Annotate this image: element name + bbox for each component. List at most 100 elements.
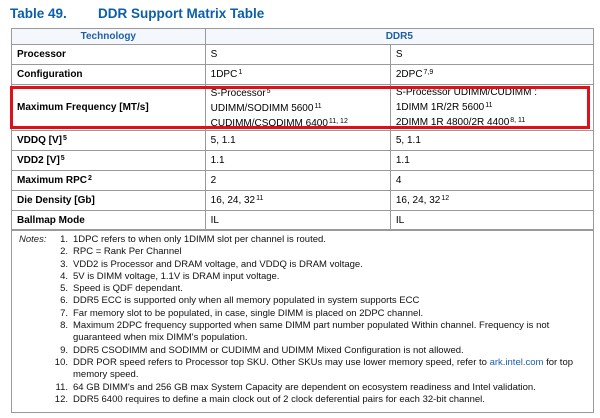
- note-text-body: 64 GB DIMM's and 256 GB max System Capac…: [73, 381, 536, 393]
- note-text-body: RPC = Rank Per Channel: [73, 246, 182, 258]
- notes-section: Notes: 1. 1DPC refers to when only 1DIMM …: [11, 229, 594, 413]
- cell-line: 2DPC7,9: [396, 69, 433, 80]
- cell-line: UDIMM/SODIMM 560011: [211, 100, 385, 115]
- note-text-body: Maximum 2DPC frequency supported when sa…: [73, 320, 550, 344]
- row-label-footnote: 5: [63, 135, 67, 142]
- note-number: 4.: [60, 270, 68, 282]
- cell-col2: 16, 24, 3212: [389, 190, 595, 211]
- note-item: 4. 5V is DIMM voltage, 1.1V is DRAM input…: [54, 271, 590, 283]
- row-label-text: Configuration: [17, 69, 83, 80]
- cell-col1: 1.1: [204, 150, 391, 171]
- note-text: 64 GB DIMM's and 256 GB max System Capac…: [73, 382, 590, 394]
- note-item: 2. RPC = Rank Per Channel: [54, 246, 590, 258]
- table-row: Ballmap Mode IL IL: [11, 210, 595, 231]
- note-text: Far memory slot to be populated, in case…: [73, 308, 590, 320]
- cell-line: IL: [211, 215, 219, 226]
- note-item: 8. Maximum 2DPC frequency supported when …: [54, 320, 590, 345]
- cell-line: 2: [211, 175, 217, 186]
- note-text: DDR5 6400 requires to define a main cloc…: [73, 394, 590, 406]
- cell-col2: IL: [389, 210, 595, 231]
- cell-line: 4: [396, 175, 402, 186]
- cell-line: 5, 1.1: [396, 135, 421, 146]
- cell-text: 1DPC: [210, 69, 238, 80]
- note-item: 7. Far memory slot to be populated, in ca…: [54, 308, 590, 320]
- cell-line: 1.1: [396, 155, 410, 166]
- note-text-after: for top memory speed.: [73, 356, 574, 381]
- notes-list: 1. 1DPC refers to when only 1DIMM slot pe…: [54, 234, 590, 406]
- cell-line: 1.1: [211, 155, 225, 166]
- note-text: 5V is DIMM voltage, 1.1V is DRAM input v…: [73, 271, 590, 283]
- row-label: Processor: [11, 44, 206, 65]
- note-item: 10. DDR POR speed refers to Processor top…: [54, 357, 590, 382]
- cell-col1: IL: [204, 210, 391, 231]
- cell-text: UDIMM/SODIMM 5600: [210, 103, 314, 114]
- cell-text: S-Processor UDIMM/CUDIMM :: [395, 87, 537, 98]
- cell-line: 16, 24, 3212: [396, 195, 449, 206]
- cell-col1: 5, 1.1: [204, 130, 391, 151]
- cell-col1: S: [204, 44, 391, 65]
- cell-footnote: 11: [314, 103, 322, 110]
- note-text-body: DDR5 6400 requires to define a main cloc…: [73, 393, 485, 405]
- table-caption: Table 49. DDR Support Matrix Table: [10, 6, 264, 21]
- row-label: VDDQ [V]5: [11, 130, 206, 151]
- note-text-body: 1DPC refers to when only 1DIMM slot per …: [73, 234, 326, 245]
- cell-col2: 5, 1.1: [389, 130, 595, 151]
- cell-text: 2DPC: [395, 69, 423, 80]
- note-text: Maximum 2DPC frequency supported when sa…: [73, 320, 590, 345]
- cell-line: CUDIMM/CSODIMM 640011, 12: [211, 115, 385, 130]
- row-label-text: Die Density [Gb]: [17, 195, 95, 206]
- cell-col1: 16, 24, 3211: [204, 190, 391, 211]
- cell-text: S: [210, 49, 218, 60]
- note-item: 11. 64 GB DIMM's and 256 GB max System Ca…: [54, 382, 590, 394]
- row-label: VDD2 [V]5: [11, 150, 206, 171]
- notes-title: Notes:: [19, 234, 47, 245]
- cell-text: 1.1: [395, 155, 410, 166]
- row-label-footnote: 5: [60, 155, 65, 162]
- cell-footnote: 7,9: [423, 69, 434, 76]
- cell-col2: S-Processor UDIMM/CUDIMM : 1DIMM 1R/2R 56…: [389, 84, 595, 131]
- note-item: 1. 1DPC refers to when only 1DIMM slot pe…: [54, 234, 590, 246]
- table-row: Die Density [Gb] 16, 24, 3211 16, 24, 3212: [11, 190, 595, 211]
- cell-text: IL: [395, 215, 405, 226]
- note-text: DDR5 CSODIMM and SODIMM or CUDIMM and UD…: [73, 345, 590, 357]
- table-number: Table 49.: [10, 6, 67, 21]
- cell-text: 5, 1.1: [395, 135, 421, 146]
- ark-intel-link[interactable]: ark.intel.com: [489, 356, 544, 368]
- cell-footnote: 5: [266, 88, 271, 95]
- note-number: 8.: [60, 320, 68, 332]
- row-label-text: Processor: [17, 49, 66, 60]
- note-item: 9. DDR5 CSODIMM and SODIMM or CUDIMM and …: [54, 345, 590, 357]
- cell-footnote: 1: [238, 69, 243, 76]
- header-technology: Technology: [11, 28, 206, 45]
- cell-text: 4: [395, 175, 402, 186]
- cell-line: S: [211, 49, 218, 60]
- cell-col1: 2: [204, 170, 391, 191]
- cell-line: 16, 24, 3211: [211, 195, 264, 206]
- cell-line: 1DPC1: [211, 69, 243, 80]
- note-number: 6.: [60, 295, 68, 307]
- cell-line: 5, 1.1: [211, 135, 236, 146]
- row-label: Die Density [Gb]: [11, 190, 206, 211]
- row-label-text: VDD2 [V]: [17, 155, 60, 166]
- note-number: 9.: [60, 344, 68, 356]
- note-item: 12. DDR5 6400 requires to define a main c…: [54, 394, 590, 406]
- row-label-text: Maximum Frequency [MT/s]: [17, 102, 149, 113]
- note-text-body: DDR5 ECC is supported only when all memo…: [73, 295, 420, 307]
- cell-text: CUDIMM/CSODIMM 6400: [210, 118, 328, 129]
- note-text-body: VDD2 is Processor and DRAM voltage, and …: [73, 258, 363, 270]
- cell-text: 1.1: [210, 155, 225, 166]
- note-number: 10.: [54, 356, 68, 368]
- note-text-body: Speed is QDF dependant.: [73, 283, 183, 295]
- cell-footnote: 12: [441, 195, 450, 202]
- note-item: 5. Speed is QDF dependant.: [54, 283, 590, 295]
- note-text-body: DDR5 CSODIMM and SODIMM or CUDIMM and UD…: [73, 344, 464, 356]
- table-row: Maximum RPC2 2 4: [11, 170, 595, 191]
- note-text: Speed is QDF dependant.: [73, 283, 590, 295]
- table-header-row: Technology DDR5: [11, 28, 595, 45]
- cell-col2: 4: [389, 170, 595, 191]
- note-item: 6. DDR5 ECC is supported only when all me…: [54, 295, 590, 307]
- cell-text: 5, 1.1: [210, 135, 236, 146]
- cell-footnote: 11: [256, 195, 264, 202]
- cell-text: 1DIMM 1R/2R 5600: [395, 102, 485, 113]
- cell-footnote: 11, 12: [328, 118, 348, 125]
